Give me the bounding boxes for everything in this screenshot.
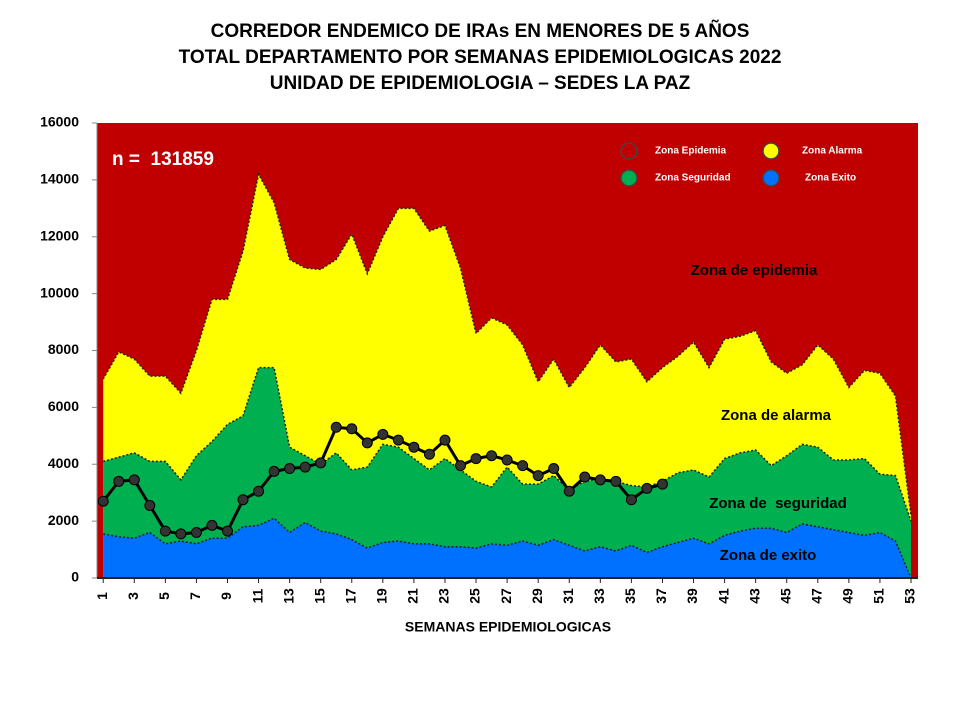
- line-point: [113, 475, 125, 487]
- y-tick-label: 4000: [48, 455, 79, 471]
- line-point: [594, 474, 606, 486]
- line-point: [377, 428, 389, 440]
- legend-label: Zona Seguridad: [655, 173, 731, 184]
- line-point: [190, 527, 202, 538]
- legend-marker: [620, 169, 638, 187]
- line-point: [159, 525, 171, 537]
- x-tick-label: 9: [218, 592, 234, 600]
- x-tick-label: 7: [187, 592, 203, 600]
- x-tick-label: 31: [560, 588, 576, 604]
- x-tick-label: 45: [777, 588, 793, 604]
- x-tick-label: 15: [311, 588, 327, 604]
- x-tick-label: 17: [342, 588, 358, 604]
- x-tick-label: 33: [591, 588, 607, 604]
- legend-marker: [762, 169, 780, 187]
- line-point: [625, 494, 637, 506]
- line-point: [408, 441, 420, 453]
- y-tick-label: 2000: [48, 512, 79, 528]
- line-point: [206, 519, 218, 531]
- line-point: [221, 525, 233, 537]
- legend-label: Zona Epidemia: [655, 146, 727, 157]
- line-point: [97, 495, 109, 507]
- x-tick-label: 11: [249, 588, 265, 603]
- n-annotation: n = 131859: [112, 149, 214, 170]
- legend-label: Zona Alarma: [802, 146, 863, 157]
- line-point: [299, 461, 311, 473]
- x-tick-label: 21: [405, 588, 421, 604]
- line-point: [517, 460, 529, 472]
- x-tick-label: 53: [902, 588, 918, 604]
- line-point: [532, 470, 544, 482]
- y-tick-label: 16000: [40, 114, 79, 130]
- x-tick-label: 1: [94, 592, 110, 600]
- line-point: [315, 457, 327, 469]
- line-point: [237, 494, 249, 506]
- line-point: [470, 453, 482, 465]
- line-point: [641, 482, 653, 494]
- x-tick-label: 23: [436, 588, 452, 604]
- line-point: [361, 437, 373, 449]
- legend-marker: [620, 142, 638, 160]
- x-tick-label: 39: [684, 588, 700, 604]
- y-tick-label: 14000: [40, 171, 79, 187]
- x-tick-label: 51: [871, 588, 887, 604]
- x-tick-label: 43: [746, 588, 762, 604]
- legend-label: Zona Exito: [805, 173, 856, 184]
- line-point: [144, 499, 156, 511]
- line-point: [439, 434, 451, 446]
- line-point: [656, 478, 668, 490]
- x-tick-label: 19: [374, 588, 390, 604]
- line-point: [268, 465, 280, 477]
- line-point: [392, 434, 404, 446]
- y-tick-label: 12000: [40, 227, 79, 243]
- line-point: [548, 463, 560, 475]
- zone-border: [103, 517, 912, 579]
- x-tick-label: 5: [156, 592, 172, 600]
- legend-marker: [762, 142, 780, 160]
- line-point: [423, 448, 435, 460]
- zone-label: Zona de seguridad: [709, 495, 847, 512]
- line-point: [346, 423, 358, 435]
- x-tick-label: 29: [529, 588, 545, 604]
- line-point: [501, 454, 513, 466]
- chart-title: TOTAL DEPARTAMENTO POR SEMANAS EPIDEMIOL…: [179, 47, 782, 68]
- line-point: [579, 471, 591, 483]
- line-point: [330, 421, 342, 433]
- line-point: [175, 528, 187, 540]
- x-tick-label: 37: [653, 588, 669, 604]
- line-point: [253, 485, 265, 497]
- line-point: [610, 475, 622, 487]
- line-point: [128, 474, 140, 486]
- x-axis-label: SEMANAS EPIDEMIOLOGICAS: [405, 619, 611, 635]
- x-tick-label: 47: [809, 588, 825, 604]
- x-tick-label: 13: [280, 588, 296, 604]
- zone-label: Zona de epidemia: [691, 262, 818, 279]
- zone-border: [103, 366, 912, 522]
- zone-label: Zona de alarma: [721, 407, 832, 424]
- x-tick-label: 35: [622, 588, 638, 604]
- zone-border: [102, 172, 912, 516]
- chart-title: CORREDOR ENDEMICO DE IRAs EN MENORES DE …: [211, 20, 750, 42]
- line-point: [563, 485, 575, 497]
- zone-label: Zona de exito: [720, 547, 817, 564]
- x-tick-label: 25: [467, 588, 483, 604]
- chart-title: UNIDAD DE EPIDEMIOLOGIA – SEDES LA PAZ: [270, 73, 691, 94]
- y-tick-label: 6000: [48, 398, 79, 414]
- zone-area: [103, 518, 912, 578]
- line-point: [455, 460, 467, 472]
- x-tick-label: 27: [498, 588, 514, 604]
- x-tick-label: 41: [715, 588, 731, 604]
- y-tick-label: 0: [71, 569, 79, 585]
- y-tick-label: 8000: [48, 341, 79, 357]
- line-point: [486, 450, 498, 462]
- x-tick-label: 49: [840, 588, 856, 604]
- line-point: [284, 463, 296, 475]
- x-tick-label: 3: [125, 592, 141, 600]
- y-tick-label: 10000: [40, 284, 79, 300]
